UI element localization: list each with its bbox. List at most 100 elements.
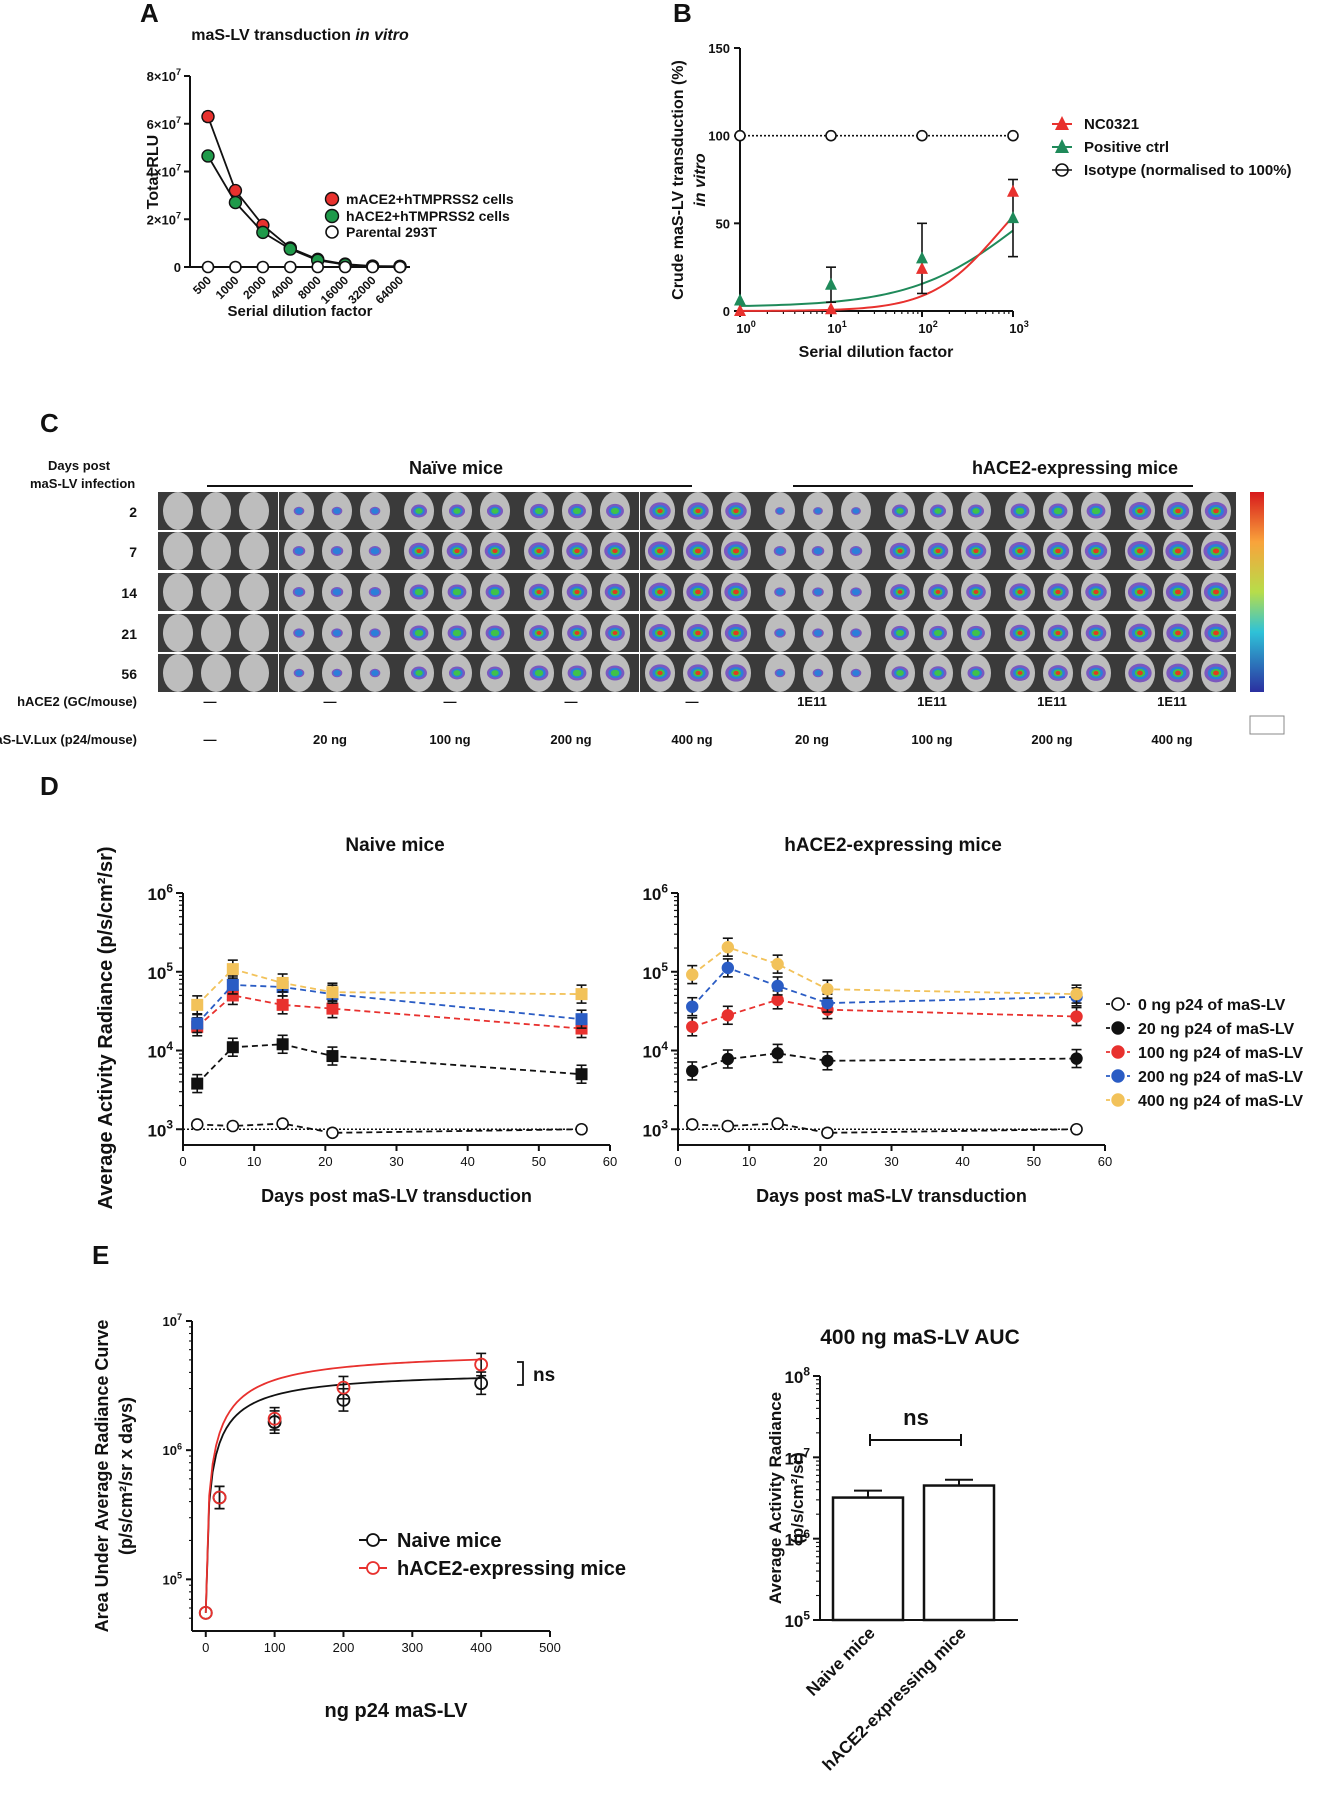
data-point [228,195,243,210]
signal-mid [851,547,861,555]
signal-core [694,548,702,554]
signal-core [656,548,664,554]
signal-core [1093,671,1099,675]
y-axis-title-2: in vitro [692,153,709,207]
signal-mid [332,588,342,596]
imaging-panel-c: Days post maS-LV infection Naïve mice hACE2… [0,458,1285,747]
signal-inner [490,588,500,596]
signal-core [897,548,903,554]
signal-core [1055,630,1061,636]
y-tick-label: 108 [784,1364,810,1387]
x-tick-label: Naive mice [803,1623,879,1699]
y-axis-title: Average Activity Radiance [766,1392,785,1604]
x-axis-title: Days post maS-LV transduction [261,1186,532,1206]
row-header: Days post [48,458,111,473]
signal-mid [370,547,380,555]
data-point [1007,211,1019,224]
y-tick-label: 107 [784,1446,810,1469]
signal-mid [813,588,823,596]
hace2-value: — [444,694,457,709]
data-point [825,129,837,142]
signal-core [733,589,739,595]
data-point [276,998,289,1011]
data-point [190,1118,204,1131]
signal-core [1174,548,1182,554]
signal-inner [491,508,499,514]
signal-core [657,670,663,676]
x-tick-label: 60 [1098,1154,1112,1169]
signal-inner [452,629,462,637]
signal-mid [332,547,342,555]
data-point [821,983,834,996]
legend-marker [1111,1045,1125,1059]
signal-inner [610,669,620,677]
signal-inner [414,629,424,637]
legend-label: Isotype (normalised to 100%) [1084,162,1292,179]
data-point [575,1013,588,1026]
x-tick-label: 2000 [240,273,269,302]
panel-letter-b: B [673,0,692,28]
signal-core [1175,630,1181,636]
signal-core [733,670,739,676]
y-tick-label: 100 [708,129,730,144]
chart-b: 0 50 100 150 100 101 102 103 Crude maS-LV transd… [670,41,1292,361]
mouse-silhouette [201,654,231,692]
signal-mid [852,508,860,514]
chart-title: maS-LV transduction in vitro [191,27,409,44]
signal-mid [813,629,823,637]
legend-label: 200 ng p24 of maS-LV [1138,1069,1303,1086]
signal-core [1213,630,1219,636]
signal-inner [933,629,943,637]
x-tick-label: 4000 [268,273,297,302]
x-tick-label: 1000 [213,273,242,302]
fit-line [204,1358,482,1613]
signal-inner [896,670,904,676]
data-point [326,1050,339,1063]
bar [831,1496,905,1622]
data-point [201,109,215,124]
signal-core [1174,589,1182,595]
y-tick-label: 106 [162,1441,182,1458]
legend-marker [324,191,340,207]
signal-mid [295,508,303,514]
signal-mid [333,670,341,676]
dose-value: 400 ng [1151,732,1192,747]
y-tick-label: 8×107 [147,67,181,84]
signal-inner [895,629,905,637]
dose-value: 100 ng [911,732,952,747]
data-point [771,979,784,993]
legend-label: 0 ng p24 of maS-LV [1138,997,1286,1014]
x-tick-label: 500 [190,273,214,297]
mouse-silhouette [201,614,231,652]
x-tick-label: 200 [333,1640,355,1655]
x-axis-title: ng p24 maS-LV [325,1700,469,1722]
data-point [686,968,699,981]
y-tick-label: 105 [642,960,668,983]
signal-mid [813,547,823,555]
signal-mid [852,670,860,676]
signal-core [695,589,701,595]
panel-letter-c: C [40,408,59,438]
signal-core [695,630,701,636]
panel-letter-a: A [140,0,159,28]
legend-marker [325,225,339,239]
chart-e-auc: 105 106 107 0 100 200 300 400 500 ng p24 maS-LV Ar… [92,1312,626,1722]
data-point [771,957,784,971]
significance-bracket [517,1361,524,1386]
data-point [191,1077,204,1090]
x-tick-label: 20 [813,1154,827,1169]
dose-row-label: maS-LV.Lux (p24/mouse) [0,732,137,747]
x-tick-label: 103 [1009,319,1029,336]
data-point [916,261,928,274]
chart-title: Naive mice [345,835,444,856]
signal-mid [294,588,304,596]
signal-inner [971,629,981,637]
data-point [916,251,928,264]
signal-inner [490,629,500,637]
data-point [1007,129,1019,142]
y-tick-label: 103 [147,1118,173,1141]
x-tick-label: 102 [918,319,938,336]
signal-core [1137,670,1143,676]
signal-core [1137,508,1143,514]
y-axis-title: Area Under Average Radiance Curve [92,1320,112,1633]
